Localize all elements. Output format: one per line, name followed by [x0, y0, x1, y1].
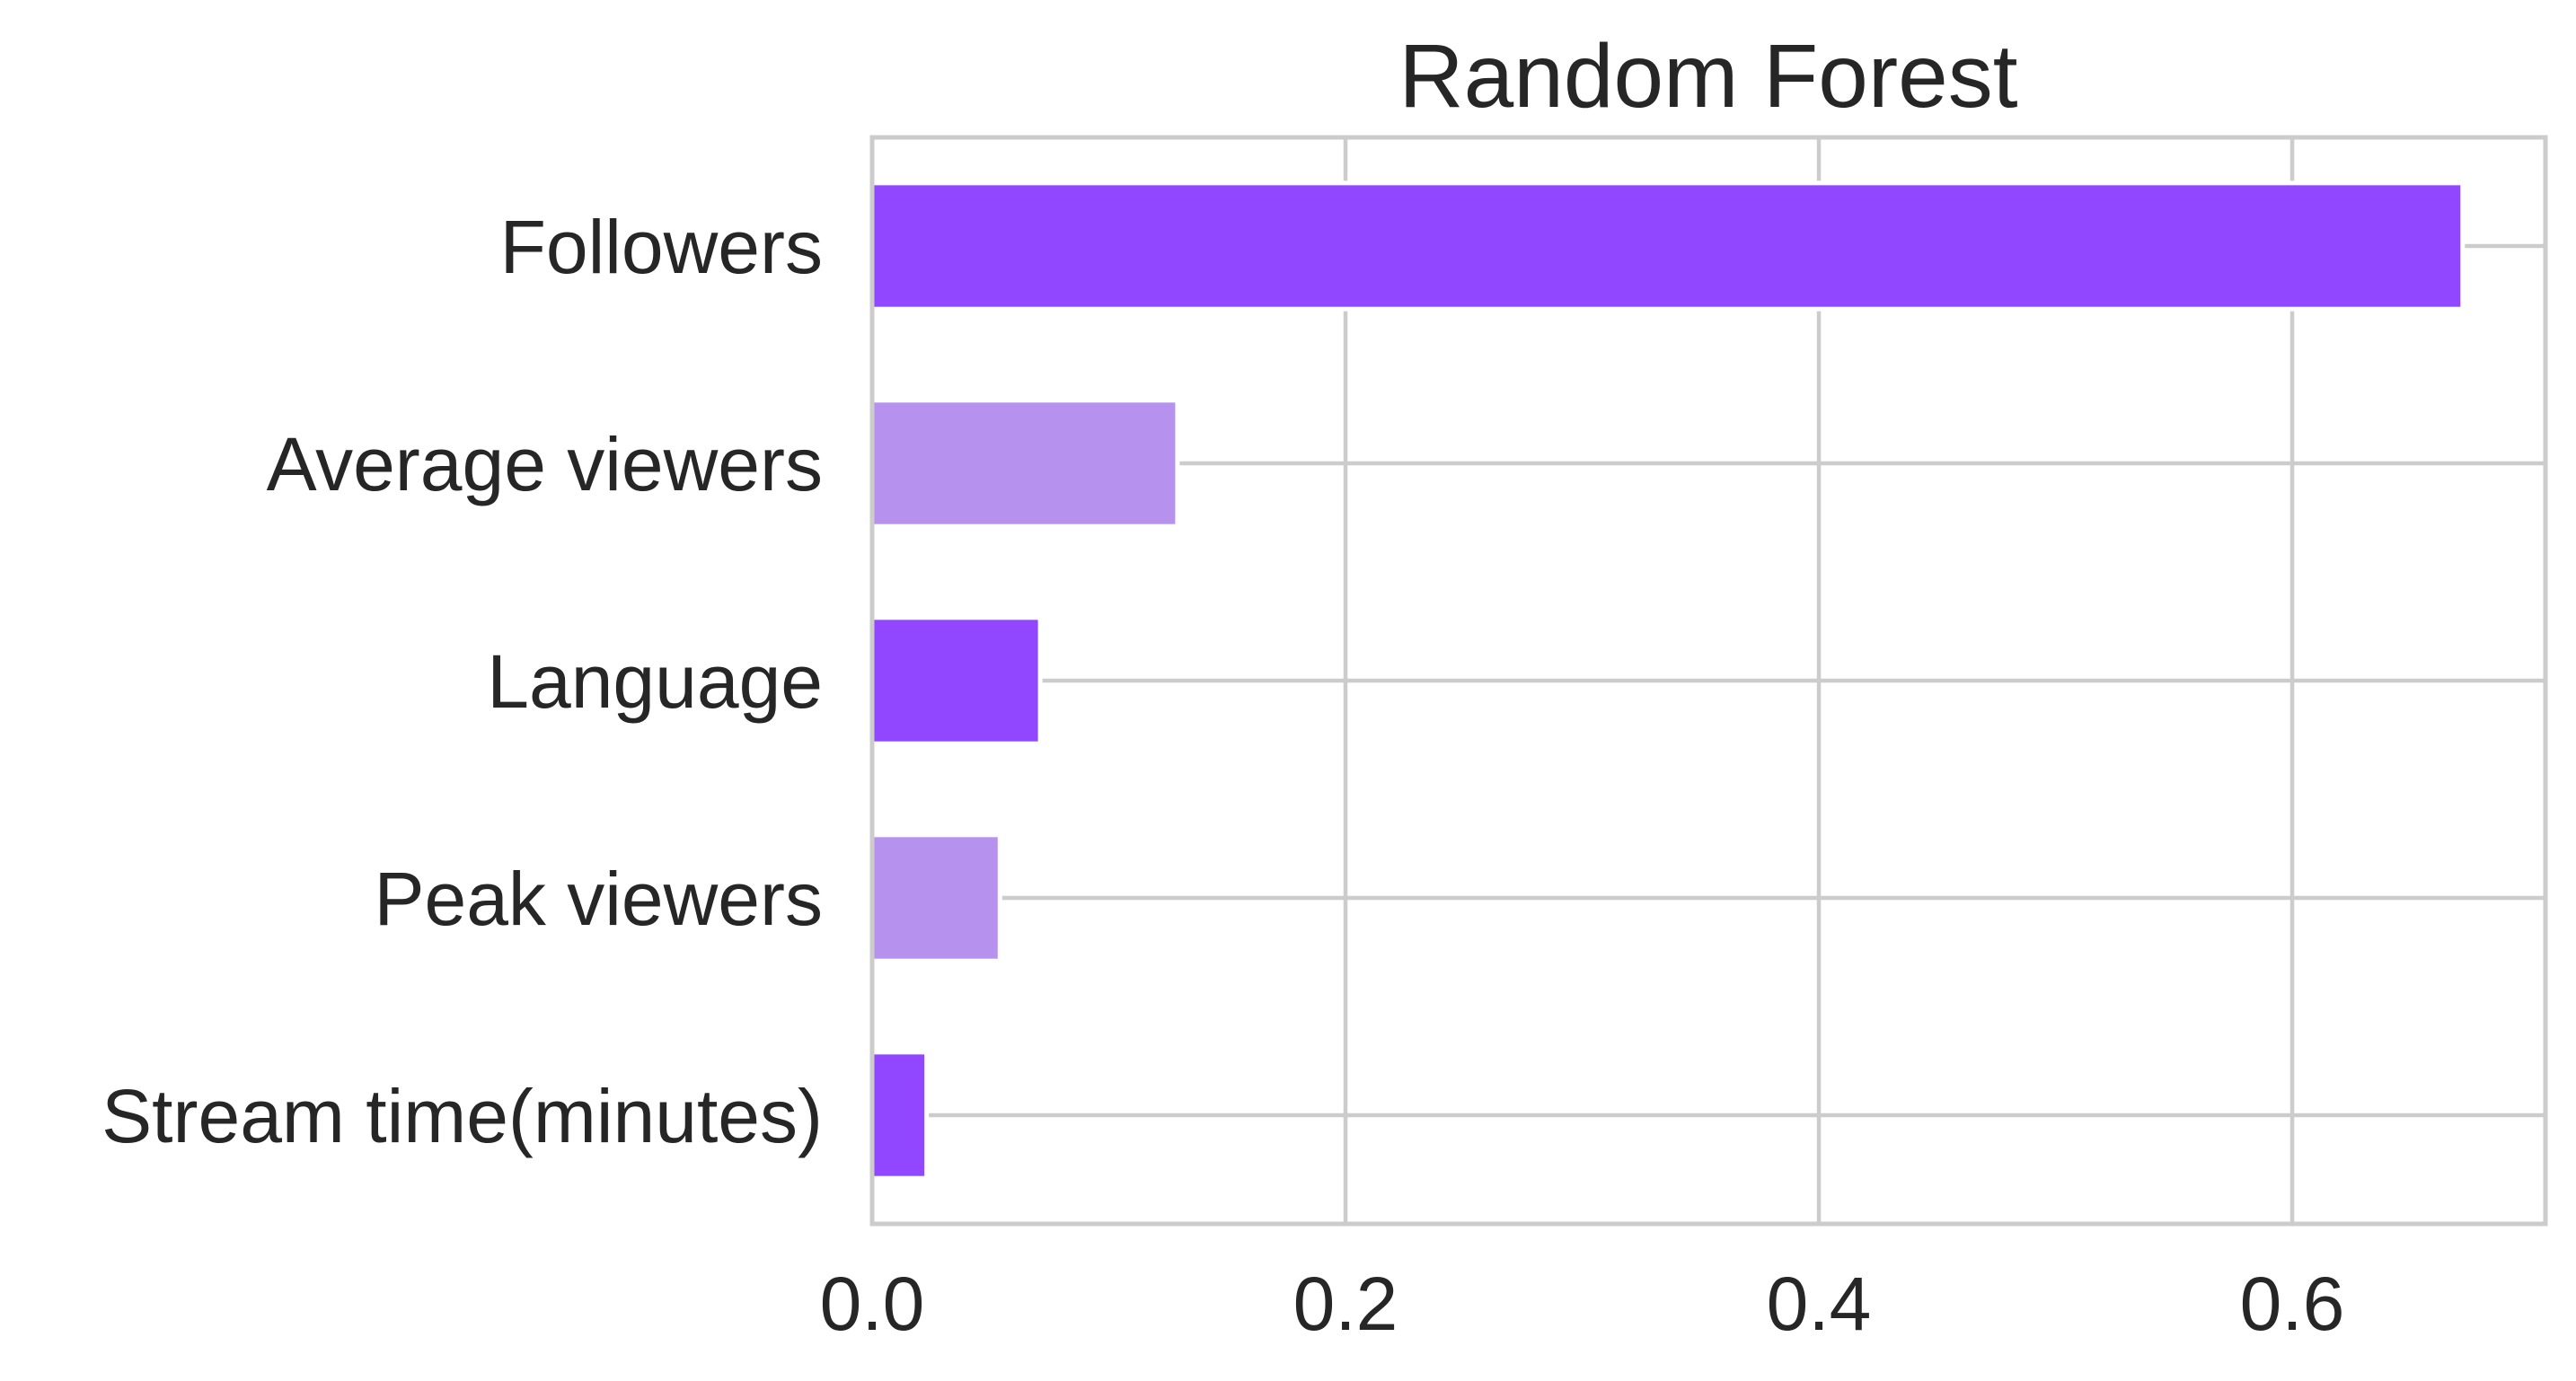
bars	[869, 180, 2466, 1181]
y-tick-labels: Followers Average viewers Language Peak vie…	[101, 205, 823, 1158]
x-tick-label: 0.4	[1767, 1262, 1872, 1346]
y-tick-label: Language	[487, 639, 823, 724]
axes-frame	[869, 135, 2548, 1227]
bar-language	[869, 615, 1043, 746]
x-tick-label: 0.2	[1293, 1262, 1398, 1346]
x-tick-label: 0.6	[2240, 1262, 2345, 1346]
bar-followers	[869, 180, 2466, 312]
y-tick-label: Stream time(minutes)	[101, 1074, 823, 1158]
y-tick-label: Followers	[500, 205, 823, 289]
y-tick-label: Peak viewers	[374, 857, 823, 941]
x-tick-labels: 0.0 0.2 0.4 0.6	[820, 1262, 2345, 1346]
chart-title: Random Forest	[1398, 26, 2017, 127]
bar-stream-time-minutes	[869, 1050, 930, 1181]
bar-peak-viewers	[869, 832, 1002, 963]
y-gridlines	[872, 243, 2545, 1118]
bar-average-viewers	[869, 398, 1180, 529]
y-tick-label: Average viewers	[267, 422, 823, 506]
x-tick-label: 0.0	[820, 1262, 925, 1346]
